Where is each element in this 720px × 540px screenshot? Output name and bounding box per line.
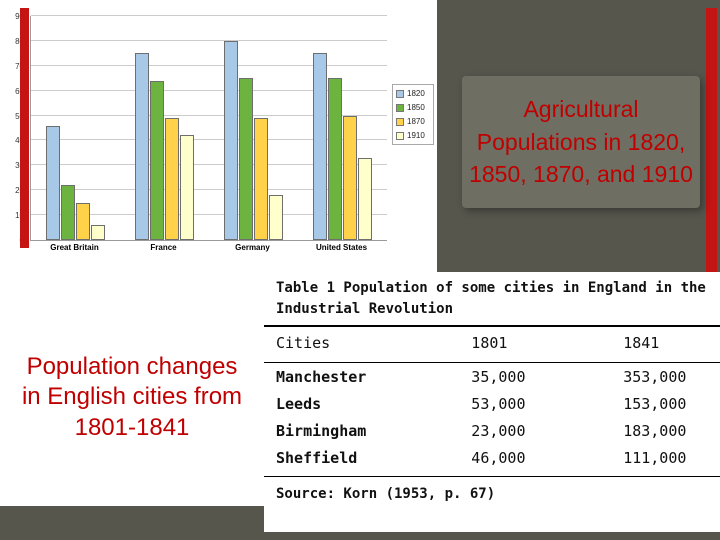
bar-1870	[254, 118, 268, 240]
table-cell: 153,000	[623, 395, 687, 413]
table-cell: 353,000	[623, 368, 687, 386]
legend-label: 1870	[407, 117, 425, 126]
legend-swatch	[396, 131, 404, 140]
bar-1870	[343, 115, 357, 240]
caption: Population changes in English cities fro…	[21, 353, 243, 441]
table-cell: 183,000	[623, 422, 687, 440]
bar-1870	[76, 202, 90, 240]
y-tick-label: 10	[0, 211, 24, 220]
bar-group	[31, 16, 120, 240]
bar-group	[209, 16, 298, 240]
bar-1870	[165, 118, 179, 240]
gridline	[31, 114, 387, 116]
bar-1910	[269, 195, 283, 240]
chart-panel: 0102030405060708090 Great BritainFranceG…	[0, 0, 437, 272]
legend-item: 1870	[396, 117, 430, 126]
gridline	[31, 39, 387, 41]
bar-group	[120, 16, 209, 240]
bar-1820	[46, 125, 60, 240]
gridline	[31, 214, 387, 216]
legend-item: 1910	[396, 131, 430, 140]
bar-1850	[328, 78, 342, 240]
title-box: Agricultural Populations in 1820, 1850, …	[462, 76, 700, 208]
gridline	[31, 189, 387, 191]
border-stripe-left	[20, 8, 29, 248]
table-cell: Leeds	[276, 395, 322, 413]
table-cell: Sheffield	[276, 449, 358, 467]
table-header-cell: 1801	[471, 334, 508, 352]
table-cell: 23,000	[471, 422, 526, 440]
legend-item: 1820	[396, 89, 430, 98]
border-stripe-right	[706, 8, 717, 272]
y-tick-label: 80	[0, 37, 24, 46]
slide-title: Agricultural Populations in 1820, 1850, …	[469, 96, 693, 188]
legend-swatch	[396, 89, 404, 98]
x-tick-label: Germany	[235, 243, 270, 252]
table-cell: Birmingham	[276, 422, 367, 440]
table-header-row: Cities 1801 1841	[276, 327, 710, 357]
bar-group	[298, 16, 387, 240]
legend-swatch	[396, 103, 404, 112]
table-header-cell: Cities	[276, 334, 331, 352]
gridline	[31, 164, 387, 166]
gridline	[31, 15, 387, 16]
bar-1850	[150, 80, 164, 240]
table-cell: 111,000	[623, 449, 687, 467]
y-tick-label: 20	[0, 186, 24, 195]
y-tick-label: 60	[0, 87, 24, 96]
gridline	[31, 139, 387, 141]
legend-label: 1910	[407, 131, 425, 140]
legend-label: 1820	[407, 89, 425, 98]
bar-1820	[313, 53, 327, 240]
bar-1820	[135, 53, 149, 240]
table-cell: 35,000	[471, 368, 526, 386]
x-tick-label: France	[150, 243, 177, 252]
table-title: Table 1 Population of some cities in Eng…	[276, 280, 706, 317]
table-header-cell: 1841	[623, 334, 660, 352]
y-tick-label: 40	[0, 136, 24, 145]
bar-1910	[180, 135, 194, 240]
legend-swatch	[396, 117, 404, 126]
table-cell: 53,000	[471, 395, 526, 413]
chart-plot	[30, 15, 387, 241]
legend-label: 1850	[407, 103, 425, 112]
chart-legend: 1820 1850 1870 1910	[392, 84, 434, 145]
y-tick-label: 90	[0, 12, 24, 21]
x-tick-label: Great Britain	[50, 243, 99, 252]
table-cell: 46,000	[471, 449, 526, 467]
y-tick-label: 50	[0, 112, 24, 121]
table-rule-top	[264, 325, 720, 327]
table-rule-bottom	[264, 476, 720, 477]
table-source: Source: Korn (1953, p. 67)	[276, 486, 496, 502]
table-panel: Table 1 Population of some cities in Eng…	[264, 272, 720, 532]
bar-1820	[224, 40, 238, 240]
gridline	[31, 64, 387, 66]
y-tick-label: 30	[0, 161, 24, 170]
bar-1850	[239, 78, 253, 240]
bar-1910	[91, 225, 105, 240]
gridline	[31, 89, 387, 91]
bar-1850	[61, 185, 75, 240]
table-rule-header	[264, 362, 720, 363]
table-cell: Manchester	[276, 368, 367, 386]
x-tick-label: United States	[315, 243, 368, 252]
chart-x-axis: Great Britain France Germany United States	[30, 243, 386, 252]
bar-1910	[358, 157, 372, 240]
legend-item: 1850	[396, 103, 430, 112]
y-tick-label: 70	[0, 62, 24, 71]
table-body: Manchester 35,000 353,000 Leeds 53,000 153,00…	[276, 363, 710, 471]
